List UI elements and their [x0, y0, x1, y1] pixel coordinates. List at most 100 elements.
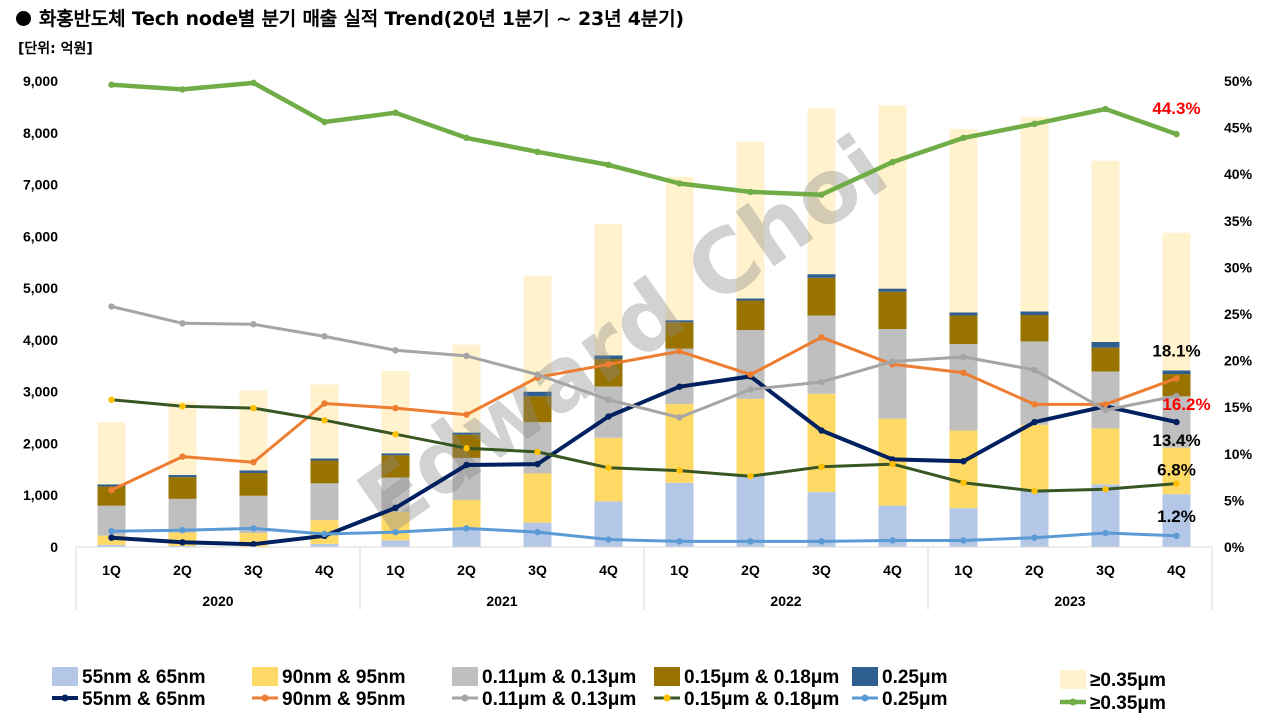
series-point: [321, 530, 328, 538]
bar-segment: [594, 355, 623, 360]
y-tick-label: 0: [50, 539, 58, 555]
legend-bar-label: 0.11μm & 0.13μm: [482, 667, 636, 688]
bar-segment: [452, 499, 481, 528]
series-point: [889, 537, 896, 544]
bar-segment: [807, 492, 836, 547]
bar-segment: [168, 477, 197, 499]
bar-segment: [736, 474, 765, 547]
bar-segment: [381, 540, 410, 547]
y-tick-label: 2,000: [23, 435, 58, 451]
series-point: [605, 413, 612, 420]
y2-tick-label: 0%: [1224, 539, 1245, 555]
series-point: [179, 453, 186, 460]
series-point: [818, 538, 825, 545]
series-point: [392, 504, 399, 512]
x-tick-label: 3Q: [244, 562, 263, 578]
bar-segment: [523, 396, 552, 423]
series-line: [111, 80, 1178, 197]
legend-bar-swatch: [452, 667, 478, 686]
series-point: [463, 352, 470, 360]
series-point: [1173, 392, 1180, 400]
bar-segment: [97, 544, 126, 547]
legend-bar-swatch: [654, 667, 680, 686]
series-point: [250, 79, 257, 87]
x-tick-label: 1Q: [386, 562, 405, 578]
legend-line-marker: [61, 694, 69, 702]
series-point: [960, 537, 967, 544]
series-point: [108, 81, 115, 88]
legend-line-marker: [261, 694, 269, 702]
series-point: [1173, 532, 1180, 540]
series-point: [392, 109, 399, 116]
series-point: [605, 536, 612, 543]
bar-segment: [523, 391, 552, 397]
series-point: [1173, 130, 1180, 138]
series-point: [392, 404, 399, 412]
bar-segment: [736, 398, 765, 475]
legend: 55nm & 65nm 90nm & 95nm 0.11μm & 0.13μm 0.1…: [52, 667, 1166, 714]
end-labels: 44.3% 18.1% 16.2% 13.4% 6.8% 1.2%: [1152, 99, 1210, 526]
legend-bar-label: 90nm & 95nm: [282, 667, 406, 688]
x-tick-label: 2Q: [457, 562, 476, 578]
series-line: [110, 335, 1178, 492]
bar-segment: [1091, 341, 1120, 348]
legend-bar-swatch: [852, 667, 878, 686]
bar-segment: [239, 390, 268, 471]
series-line: [111, 374, 1177, 547]
bar-segment: [665, 482, 694, 547]
series-point: [1031, 534, 1038, 541]
series-point: [676, 414, 683, 421]
series-point: [1031, 366, 1038, 374]
series-point: [392, 431, 399, 438]
y2-tick-label: 50%: [1224, 73, 1253, 89]
y-tick-label: 9,000: [23, 73, 58, 89]
series-point: [960, 458, 967, 465]
series-point: [179, 527, 186, 534]
series-point: [1031, 120, 1038, 128]
bar-segment: [452, 527, 481, 547]
bar-segment: [665, 348, 694, 405]
y2-tick-label: 35%: [1224, 213, 1253, 229]
series-point: [676, 467, 683, 474]
series-point: [463, 134, 470, 142]
bullet-icon: [16, 11, 31, 26]
legend-line-label: 0.11μm & 0.13μm: [482, 689, 636, 710]
bar-segment: [807, 277, 836, 316]
bar-segment: [239, 470, 268, 473]
bar-segment: [949, 129, 978, 313]
series-point: [1173, 375, 1180, 382]
series-line: [111, 526, 1177, 543]
bar-segment: [665, 322, 694, 349]
series-point: [605, 361, 612, 368]
legend-line-label: 0.15μm & 0.18μm: [684, 689, 839, 710]
bar-segment: [878, 288, 907, 292]
series-point: [534, 460, 541, 468]
bar-segment: [949, 312, 978, 316]
bar-segment: [1091, 484, 1120, 547]
end-value-label: 16.2%: [1162, 395, 1210, 414]
series-point: [1173, 418, 1180, 426]
series-point: [747, 386, 754, 393]
x-tick-label: 2Q: [1025, 562, 1044, 578]
series-point: [676, 180, 683, 187]
bar-segment: [1162, 370, 1191, 375]
bar-segment: [381, 370, 410, 454]
chart-title-text: 화홍반도체 Tech node별 분기 매출 실적 Trend(20년 1분기 …: [39, 8, 684, 30]
series-point: [1031, 487, 1038, 495]
legend-bar-swatch: [1060, 670, 1086, 689]
end-value-label: 13.4%: [1152, 431, 1200, 450]
series-point: [534, 528, 541, 536]
series-point: [889, 456, 896, 463]
series-point: [321, 417, 328, 424]
bar-segment: [807, 393, 836, 493]
year-label: 2022: [770, 593, 801, 609]
series-point: [889, 158, 896, 166]
y-tick-label: 3,000: [23, 384, 58, 400]
x-tick-label: 4Q: [599, 562, 618, 578]
bar-segment: [1091, 160, 1120, 342]
line-series: [108, 79, 1180, 548]
series-point: [463, 411, 470, 418]
x-tick-label: 3Q: [528, 562, 547, 578]
bar-segment: [736, 300, 765, 331]
series-point: [1031, 401, 1038, 408]
